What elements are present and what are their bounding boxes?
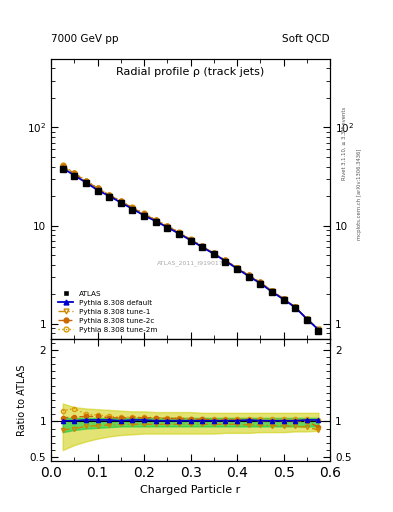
Text: ATLAS_2011_I919017: ATLAS_2011_I919017 [157,261,224,266]
Text: 7000 GeV pp: 7000 GeV pp [51,33,119,44]
Legend: ATLAS, Pythia 8.308 default, Pythia 8.308 tune-1, Pythia 8.308 tune-2c, Pythia 8: ATLAS, Pythia 8.308 default, Pythia 8.30… [55,287,160,335]
Text: mcplots.cern.ch [arXiv:1306.3436]: mcplots.cern.ch [arXiv:1306.3436] [357,149,362,240]
Y-axis label: Ratio to ATLAS: Ratio to ATLAS [17,364,27,436]
X-axis label: Charged Particle r: Charged Particle r [140,485,241,495]
Text: Soft QCD: Soft QCD [283,33,330,44]
Text: Rivet 3.1.10, ≥ 3.3M events: Rivet 3.1.10, ≥ 3.3M events [342,106,346,180]
Text: Radial profile ρ (track jets): Radial profile ρ (track jets) [116,67,265,77]
